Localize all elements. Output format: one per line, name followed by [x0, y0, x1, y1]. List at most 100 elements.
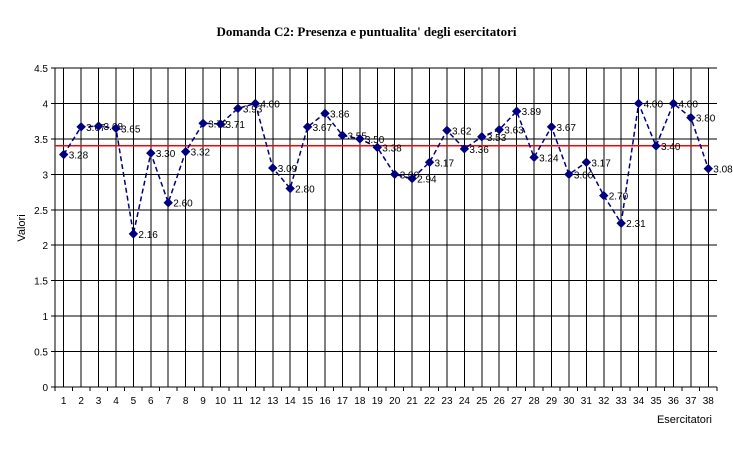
x-tick-label: 8 [183, 396, 189, 407]
x-tick-label: 32 [598, 396, 610, 407]
x-tick-label: 20 [389, 396, 401, 407]
x-tick-label: 10 [215, 396, 227, 407]
x-tick-label: 25 [476, 396, 488, 407]
data-point-marker [668, 98, 679, 109]
data-point-marker [76, 122, 86, 132]
x-tick-label: 30 [563, 396, 575, 407]
data-point-label: 2.70 [609, 192, 629, 203]
data-point-label: 3.17 [591, 158, 611, 169]
data-point-label: 3.30 [156, 149, 176, 160]
data-point-marker [111, 123, 121, 133]
data-point-label: 2.94 [417, 175, 437, 186]
x-tick-label: 37 [685, 396, 697, 407]
data-point-marker [146, 148, 156, 158]
data-point-label: 3.09 [278, 164, 298, 175]
x-tick-label: 33 [616, 396, 628, 407]
data-point-marker [215, 119, 226, 129]
data-point-label: 3.86 [330, 109, 350, 120]
x-tick-label: 7 [165, 396, 171, 407]
data-point-marker [529, 152, 539, 163]
chart-title: Domanda C2: Presenza e puntualita' degli… [216, 24, 517, 39]
data-point-label: 4.00 [644, 99, 664, 110]
data-point-marker [546, 122, 557, 132]
y-tick-label: 0.5 [34, 348, 48, 359]
tick-labels: 00.511.522.533.544.51 2 3 4 5 6 7 8 9 10 11 12 13 14 1… [34, 64, 714, 407]
data-point-marker [180, 146, 191, 157]
data-point-marker [163, 197, 173, 208]
data-point-label: 3.50 [365, 135, 385, 146]
x-tick-label: 21 [407, 396, 419, 407]
data-point-marker [407, 173, 417, 184]
data-point-marker [390, 169, 400, 180]
y-tick-label: 3 [42, 170, 48, 181]
x-tick-label: 28 [529, 396, 541, 407]
x-tick-label: 35 [650, 396, 662, 407]
x-tick-label: 1 [61, 396, 67, 407]
y-tick-label: 1.5 [34, 277, 48, 288]
data-point-label: 3.24 [539, 153, 559, 164]
y-tick-label: 3.5 [34, 135, 48, 146]
data-point-label: 3.93 [243, 104, 263, 115]
data-point-label: 2.16 [138, 230, 158, 241]
data-point-marker [59, 149, 69, 160]
x-tick-label: 36 [668, 396, 680, 407]
data-point-marker [424, 157, 435, 167]
gridlines [55, 67, 717, 387]
x-tick-label: 34 [633, 396, 645, 407]
x-tick-label: 22 [424, 396, 436, 407]
data-point-label: 3.40 [661, 142, 681, 153]
data-point-label: 3.00 [400, 170, 420, 181]
x-tick-label: 27 [511, 396, 523, 407]
data-point-marker [250, 98, 261, 109]
data-point-label: 2.80 [295, 185, 315, 196]
data-point-marker [686, 112, 696, 123]
y-tick-label: 2.5 [34, 206, 48, 217]
data-point-label: 3.28 [69, 150, 89, 161]
x-tick-label: 11 [233, 396, 244, 407]
x-tick-label: 12 [250, 396, 262, 407]
data-point-label: 3.80 [696, 114, 716, 125]
data-point-marker [442, 125, 452, 136]
data-point-marker [355, 134, 365, 144]
x-tick-label: 13 [267, 396, 279, 407]
x-tick-label: 29 [546, 396, 558, 407]
data-point-marker [268, 163, 278, 173]
data-point-marker [651, 141, 661, 151]
x-tick-label: 24 [459, 396, 471, 407]
data-point-label: 3.62 [452, 126, 472, 137]
data-point-label: 2.31 [626, 219, 646, 230]
data-point-label: 3.67 [313, 123, 333, 134]
data-point-marker [477, 132, 487, 142]
data-point-label: 3.00 [574, 170, 594, 181]
data-point-label: 2.60 [173, 199, 193, 210]
x-tick-label: 6 [148, 396, 154, 407]
series-line [63, 100, 709, 235]
x-tick-label: 19 [372, 396, 384, 407]
data-point-marker [599, 190, 609, 201]
data-point-marker [494, 124, 504, 135]
y-axis-title: Valori [16, 214, 28, 241]
data-point-marker [285, 183, 295, 194]
data-point-marker [564, 169, 574, 180]
axes [51, 67, 718, 391]
x-tick-label: 2 [78, 396, 84, 407]
y-tick-label: 1 [42, 312, 48, 323]
data-point-marker [616, 218, 626, 228]
data-point-marker [703, 163, 713, 174]
x-tick-label: 9 [200, 396, 206, 407]
x-tick-label: 17 [337, 396, 349, 407]
x-tick-label: 23 [441, 396, 453, 407]
data-point-label: 3.53 [487, 133, 507, 144]
y-tick-label: 4.5 [34, 64, 48, 75]
y-tick-label: 2 [42, 241, 48, 252]
data-point-marker [233, 103, 243, 114]
data-point-label: 3.71 [226, 120, 246, 131]
data-point-marker [337, 130, 348, 141]
data-point-marker [128, 229, 139, 239]
data-point-marker [459, 144, 470, 154]
x-tick-label: 16 [319, 396, 331, 407]
data-point-marker [302, 122, 313, 132]
data-point-label: 4.00 [678, 99, 698, 110]
